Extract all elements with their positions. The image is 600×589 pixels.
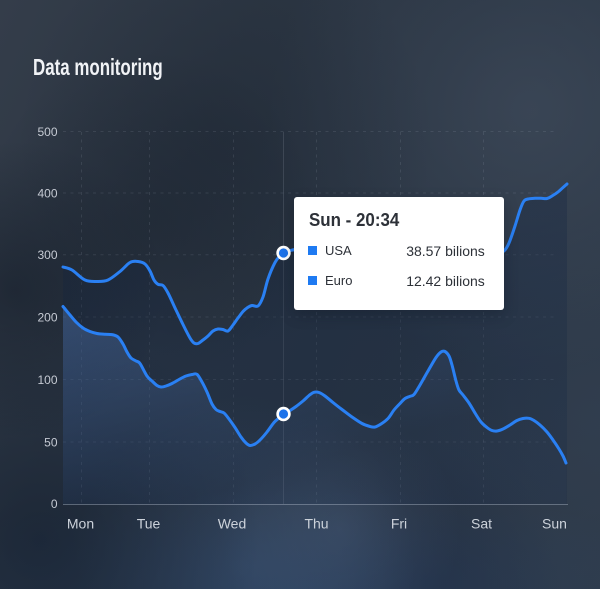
svg-text:400: 400 xyxy=(37,186,57,200)
svg-text:300: 300 xyxy=(37,248,57,262)
svg-text:Mon: Mon xyxy=(67,516,94,532)
svg-text:0: 0 xyxy=(51,497,58,511)
svg-text:Wed: Wed xyxy=(218,516,247,532)
svg-text:Tue: Tue xyxy=(137,516,161,532)
svg-text:200: 200 xyxy=(37,310,57,324)
svg-text:50: 50 xyxy=(44,435,58,449)
svg-text:Sat: Sat xyxy=(471,516,492,532)
svg-text:500: 500 xyxy=(37,125,57,139)
svg-text:Sun: Sun xyxy=(542,516,567,532)
svg-text:Thu: Thu xyxy=(304,516,328,532)
svg-text:Fri: Fri xyxy=(391,516,407,532)
svg-text:100: 100 xyxy=(37,373,57,387)
